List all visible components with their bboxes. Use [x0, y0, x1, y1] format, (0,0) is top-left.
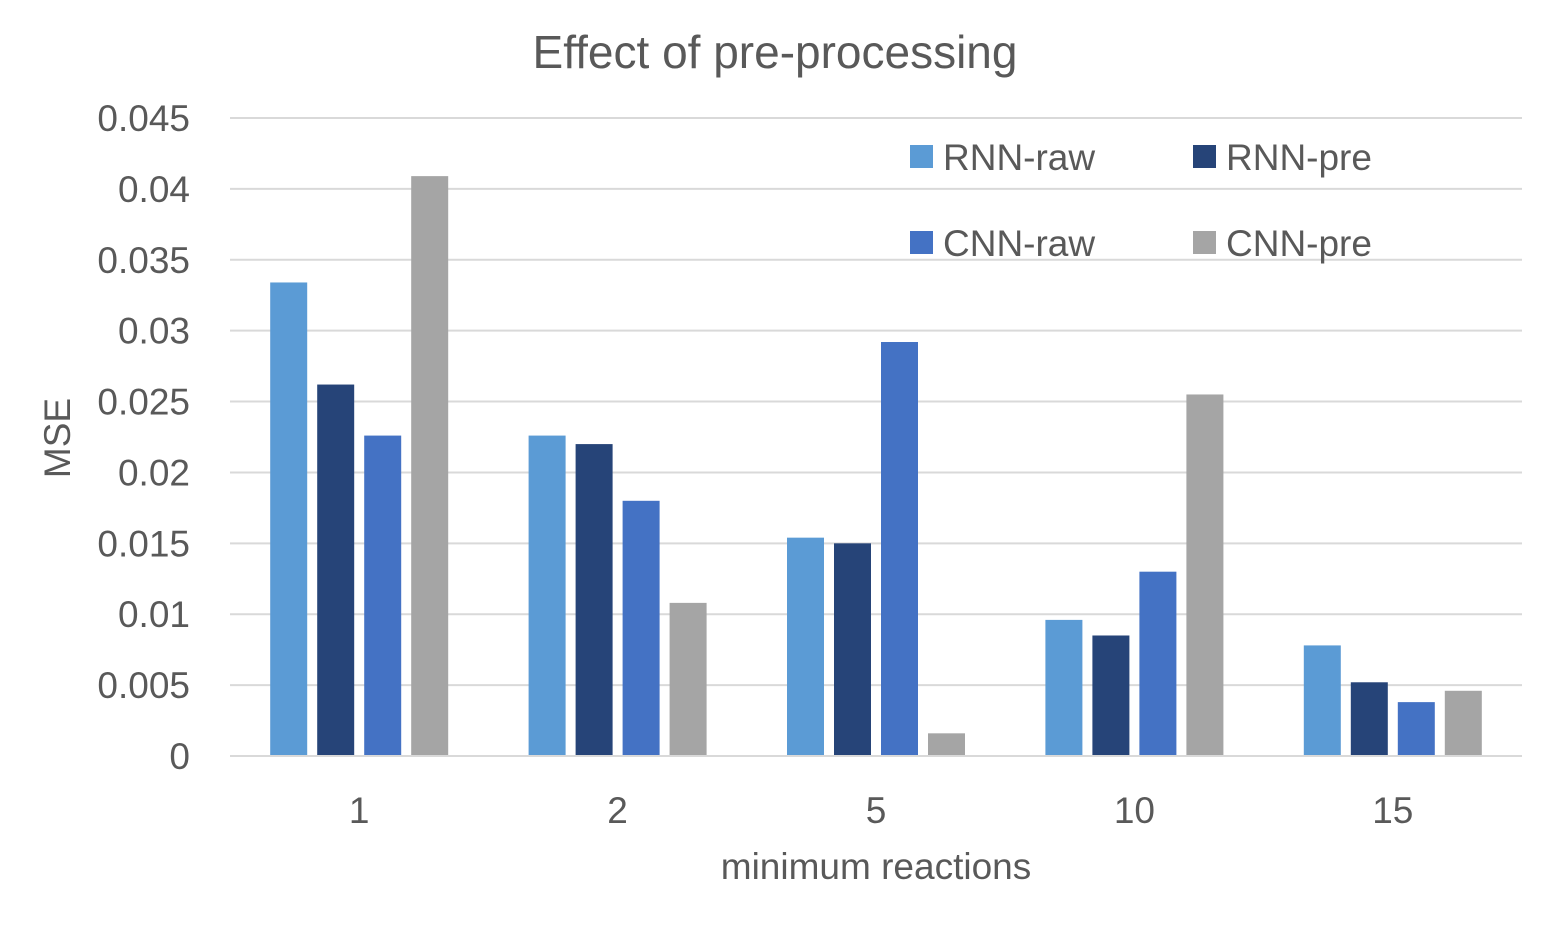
y-tick-label: 0.02	[118, 452, 190, 493]
axes: 0 0.005 0.01 0.015 0.02 0.025 0.03 0.035 0.04 0.0…	[97, 98, 1522, 831]
y-tick-label: 0.005	[97, 665, 190, 706]
bar-rnn-pre-2	[575, 444, 613, 756]
bars	[270, 176, 1482, 756]
bar-cnn-raw-2	[622, 500, 660, 756]
y-tick-label: 0.04	[118, 169, 190, 210]
y-tick-label: 0.03	[118, 311, 190, 352]
y-tick-label: 0.035	[97, 240, 190, 281]
bar-rnn-raw-1	[270, 282, 308, 756]
x-tick-label: 10	[1114, 790, 1155, 831]
bar-rnn-raw-10	[1045, 619, 1083, 756]
legend-label-cnn-pre: CNN-pre	[1226, 223, 1372, 264]
y-tick-label: 0.025	[97, 382, 190, 423]
bar-rnn-raw-2	[528, 435, 566, 756]
bar-cnn-raw-5	[881, 342, 918, 756]
x-axis-label: minimum reactions	[721, 846, 1031, 887]
bar-cnn-pre-15	[1444, 690, 1482, 756]
bar-rnn-pre-15	[1350, 682, 1388, 756]
bar-cnn-pre-2	[669, 602, 707, 756]
bar-rnn-pre-1	[317, 384, 355, 756]
legend-label-rnn-pre: RNN-pre	[1226, 137, 1372, 178]
legend-swatch-rnn-pre	[1193, 145, 1216, 168]
bar-cnn-pre-5	[928, 733, 965, 756]
legend-swatch-cnn-raw	[910, 231, 933, 254]
chart-title: Effect of pre-processing	[533, 26, 1018, 78]
y-tick-label: 0.015	[97, 523, 190, 564]
legend-label-rnn-raw: RNN-raw	[943, 137, 1095, 178]
legend: RNN-raw RNN-pre CNN-raw CNN-pre	[910, 137, 1372, 264]
x-tick-label: 1	[349, 790, 370, 831]
bar-rnn-pre-10	[1092, 635, 1130, 756]
bar-cnn-raw-1	[364, 435, 402, 756]
y-tick-label: 0.045	[97, 98, 190, 139]
x-tick-label: 5	[866, 790, 887, 831]
bar-rnn-raw-5	[787, 537, 824, 756]
bar-cnn-raw-15	[1397, 702, 1435, 756]
bar-cnn-pre-10	[1186, 394, 1224, 756]
bar-rnn-pre-5	[834, 543, 871, 756]
y-axis-label: MSE	[37, 398, 78, 478]
y-tick-label: 0.01	[118, 594, 190, 635]
bar-cnn-raw-10	[1139, 571, 1177, 756]
x-tick-label: 15	[1372, 790, 1413, 831]
y-tick-label: 0	[169, 736, 190, 777]
x-tick-label: 2	[607, 790, 628, 831]
bar-cnn-pre-1	[411, 176, 449, 756]
legend-swatch-cnn-pre	[1193, 231, 1216, 254]
bar-rnn-raw-15	[1303, 645, 1341, 756]
legend-swatch-rnn-raw	[910, 145, 933, 168]
legend-label-cnn-raw: CNN-raw	[943, 223, 1095, 264]
